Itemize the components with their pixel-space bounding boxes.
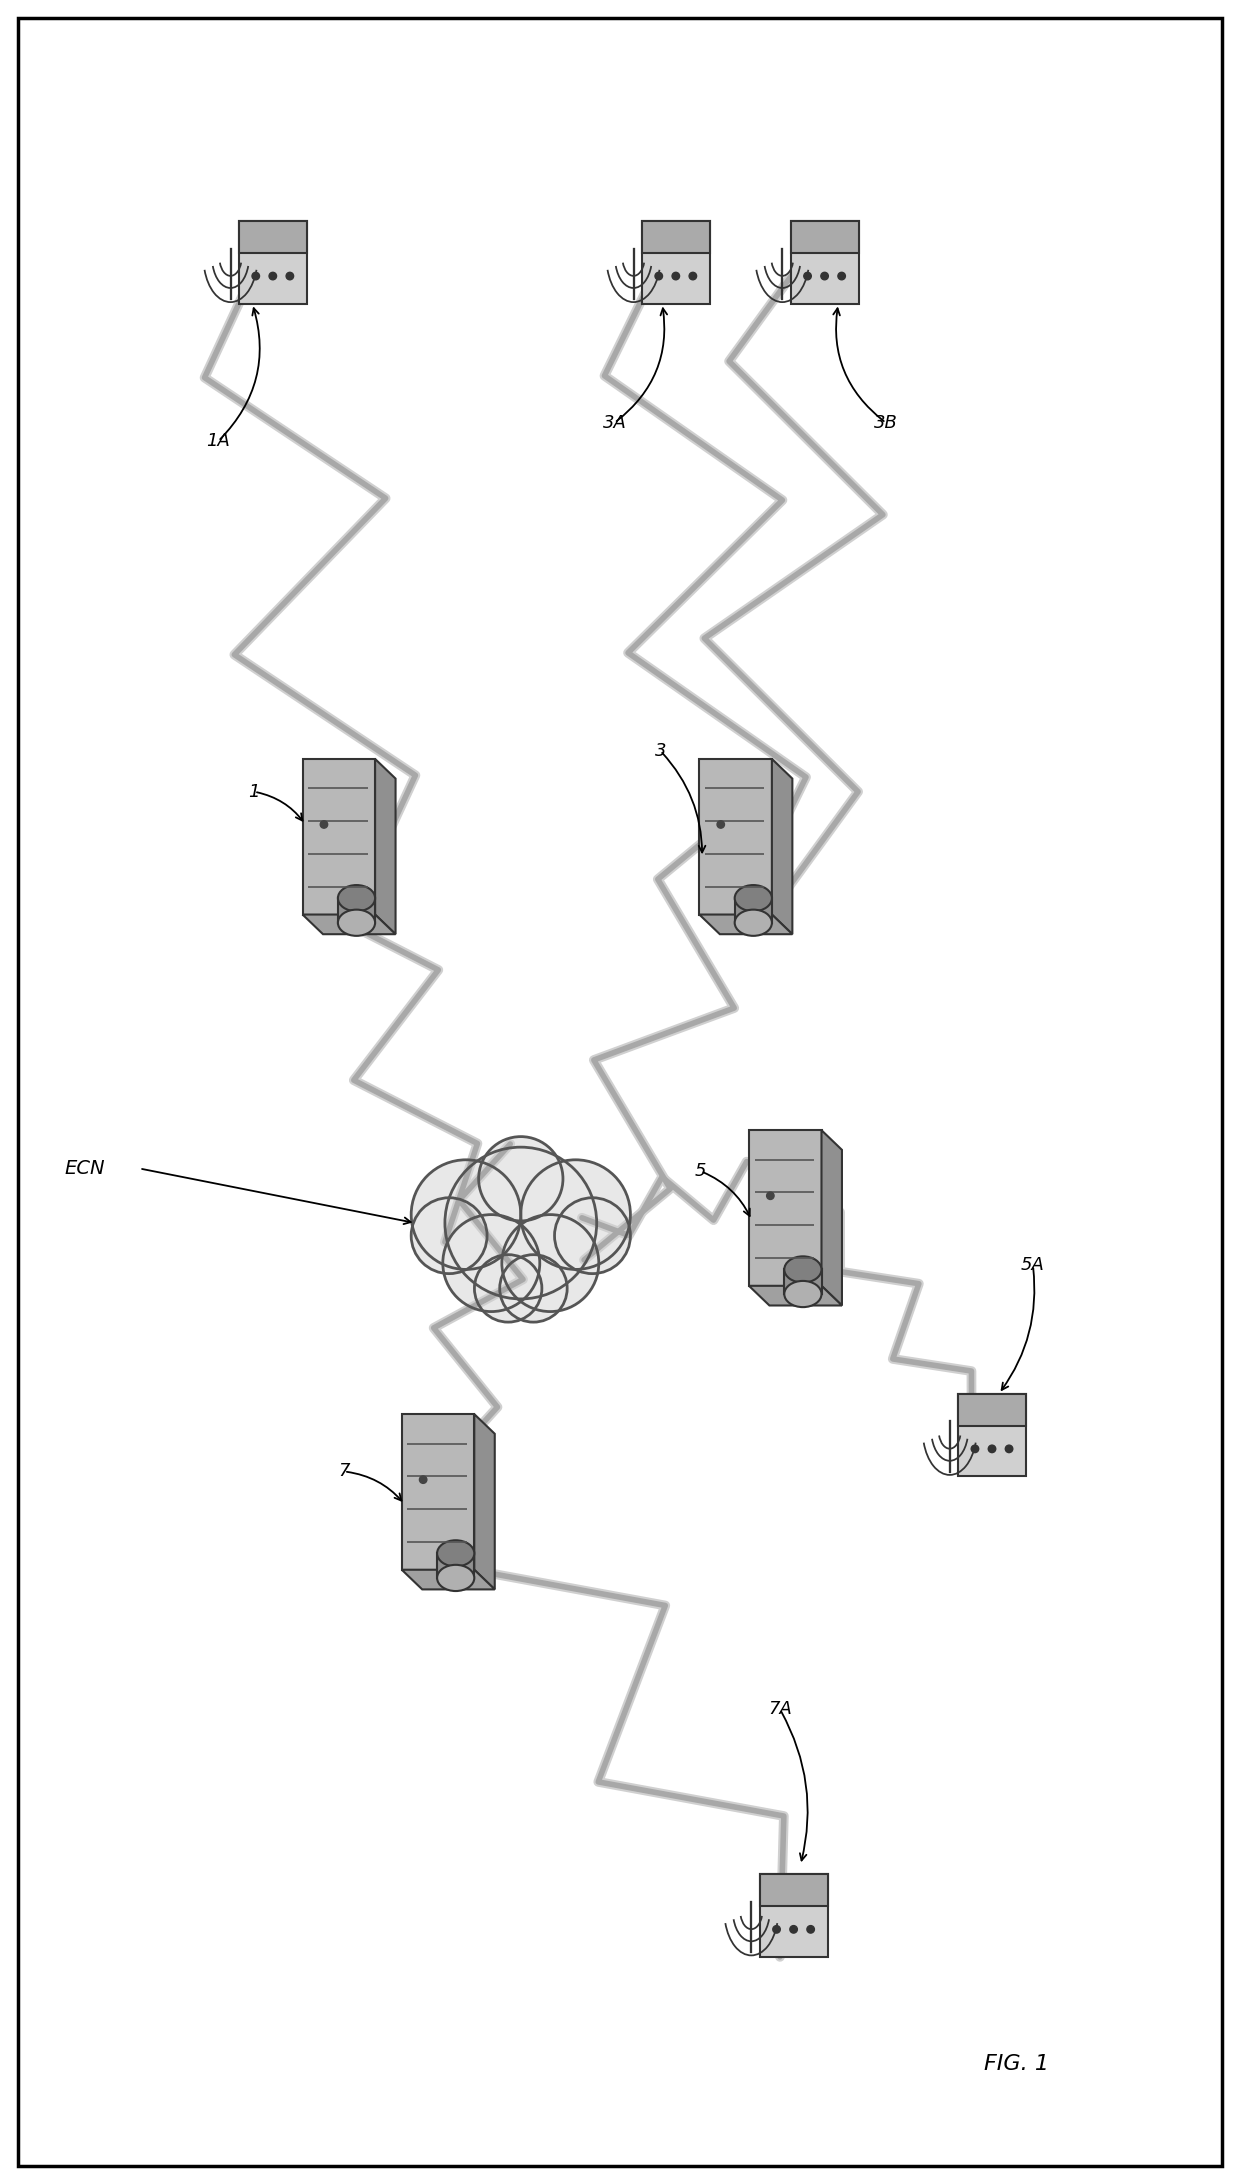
Polygon shape (642, 221, 711, 253)
Polygon shape (699, 915, 792, 935)
Circle shape (790, 1926, 797, 1933)
Polygon shape (791, 221, 858, 304)
Ellipse shape (784, 1256, 821, 1282)
Polygon shape (734, 898, 771, 922)
Circle shape (419, 1476, 427, 1483)
Text: 7: 7 (339, 1463, 350, 1481)
Circle shape (521, 1160, 630, 1269)
Circle shape (988, 1446, 996, 1452)
Circle shape (804, 273, 811, 280)
Circle shape (821, 273, 828, 280)
Circle shape (479, 1136, 563, 1221)
Ellipse shape (734, 909, 771, 935)
Circle shape (252, 273, 259, 280)
Polygon shape (402, 1570, 495, 1590)
Circle shape (838, 273, 846, 280)
Polygon shape (771, 760, 792, 935)
Text: 7A: 7A (768, 1699, 792, 1719)
Polygon shape (821, 1131, 842, 1306)
Polygon shape (759, 1874, 828, 1907)
Polygon shape (759, 1874, 828, 1957)
Ellipse shape (436, 1566, 474, 1592)
Polygon shape (374, 760, 396, 935)
Polygon shape (303, 915, 396, 935)
Circle shape (773, 1926, 780, 1933)
Text: 3A: 3A (603, 413, 626, 432)
Circle shape (502, 1214, 599, 1313)
Polygon shape (791, 221, 858, 253)
Circle shape (320, 821, 327, 828)
Polygon shape (957, 1393, 1025, 1476)
Polygon shape (474, 1415, 495, 1590)
Circle shape (445, 1147, 596, 1299)
Polygon shape (303, 760, 374, 915)
Circle shape (286, 273, 294, 280)
Polygon shape (699, 760, 771, 915)
Circle shape (269, 273, 277, 280)
Polygon shape (238, 221, 308, 304)
Polygon shape (749, 1131, 821, 1286)
Circle shape (500, 1254, 567, 1321)
Circle shape (717, 821, 724, 828)
Circle shape (475, 1254, 542, 1321)
Circle shape (412, 1160, 521, 1269)
Text: 3: 3 (655, 743, 666, 760)
Circle shape (807, 1926, 815, 1933)
Ellipse shape (436, 1540, 474, 1566)
Polygon shape (784, 1269, 821, 1293)
Polygon shape (238, 221, 308, 253)
Circle shape (655, 273, 662, 280)
Polygon shape (749, 1286, 842, 1306)
Circle shape (971, 1446, 978, 1452)
Ellipse shape (337, 909, 376, 935)
Polygon shape (436, 1553, 474, 1579)
Circle shape (443, 1214, 539, 1313)
Circle shape (1006, 1446, 1013, 1452)
Polygon shape (957, 1393, 1025, 1426)
Text: 5A: 5A (1021, 1256, 1045, 1275)
Polygon shape (402, 1415, 474, 1570)
Circle shape (689, 273, 697, 280)
Circle shape (412, 1197, 487, 1273)
Circle shape (672, 273, 680, 280)
Text: ECN: ECN (64, 1160, 104, 1177)
Polygon shape (642, 221, 711, 304)
Text: 3B: 3B (874, 413, 898, 432)
Circle shape (554, 1197, 630, 1273)
Text: FIG. 1: FIG. 1 (985, 2053, 1049, 2075)
Ellipse shape (337, 885, 376, 911)
Ellipse shape (734, 885, 771, 911)
Polygon shape (337, 898, 376, 922)
Text: 1: 1 (248, 782, 260, 802)
Ellipse shape (784, 1280, 821, 1308)
Text: 1A: 1A (206, 432, 231, 450)
Text: 5: 5 (694, 1162, 707, 1179)
Circle shape (766, 1192, 774, 1199)
